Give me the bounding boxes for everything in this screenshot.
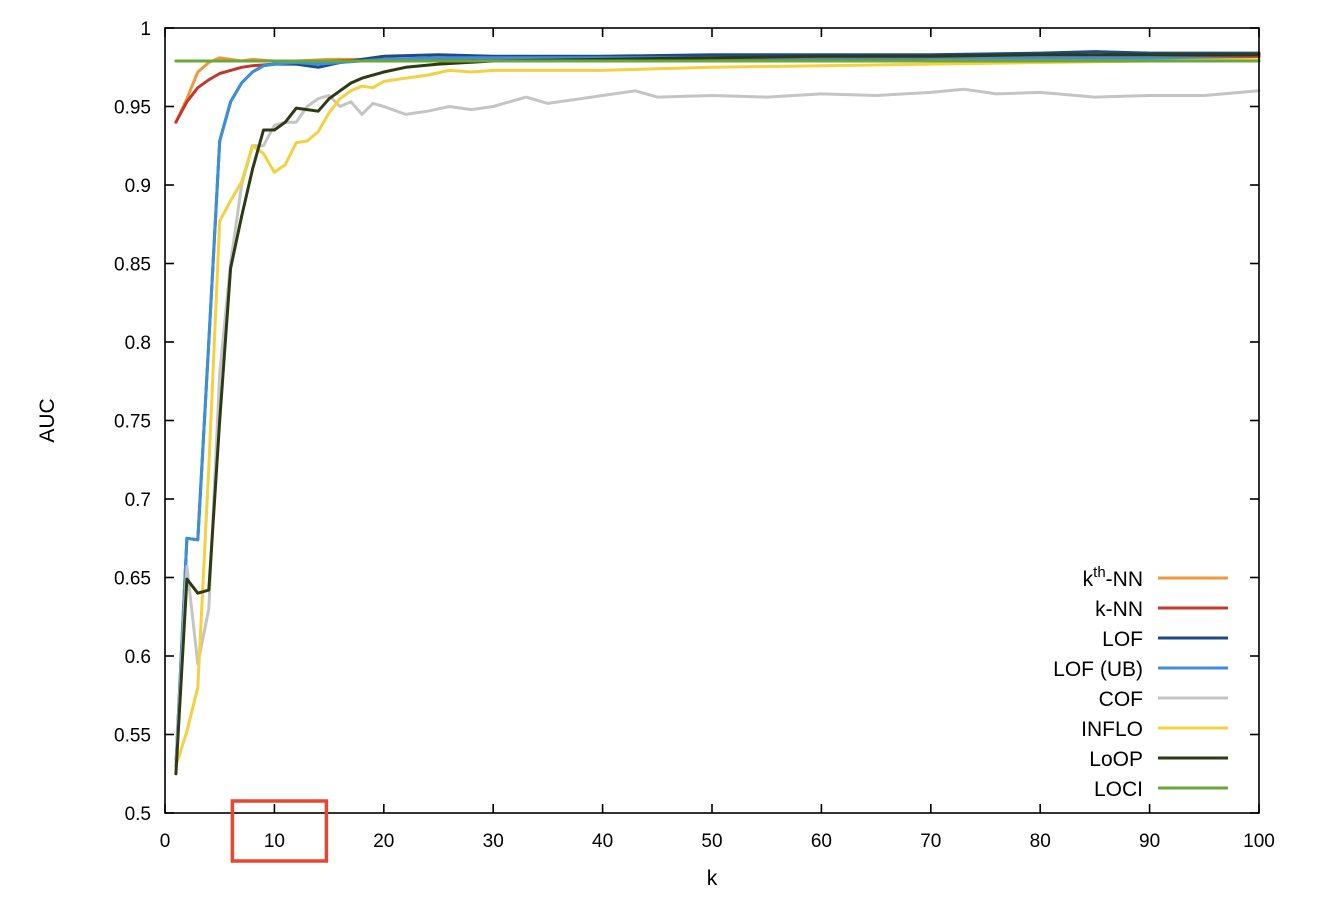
legend-label-lof-ub: LOF (UB) — [1053, 658, 1143, 681]
legend-label-kth-nn: kth-NN — [1083, 564, 1143, 591]
legend-label-loop: LoOP — [1089, 748, 1143, 771]
x-tick-label: 60 — [811, 831, 832, 852]
x-tick-label: 90 — [1139, 831, 1160, 852]
y-tick-label: 0.7 — [125, 490, 151, 511]
series-line-inflo — [174, 57, 1261, 768]
x-tick-label: 100 — [1243, 831, 1275, 852]
legend-label-inflo: INFLO — [1081, 718, 1143, 741]
x-tick-label: 0 — [160, 831, 171, 852]
x-tick-label: 40 — [592, 831, 613, 852]
legend-label-loci: LOCI — [1094, 778, 1143, 801]
axis-tick-labels: 0 10 20 30 40 50 60 70 80 90 100 0.5 0.55 0.6 0.65 0.7 0… — [114, 19, 1275, 852]
y-tick-label: 0.85 — [114, 255, 151, 276]
y-tick-label: 1 — [140, 19, 151, 40]
y-tick-label: 0.55 — [114, 726, 151, 747]
y-axis-label: AUC — [36, 398, 59, 442]
x-tick-label: 50 — [701, 831, 722, 852]
y-tick-label: 0.6 — [125, 647, 151, 668]
y-tick-label: 0.8 — [125, 333, 151, 354]
plot-frame — [164, 27, 1260, 814]
x-tick-label: 10 — [264, 831, 285, 852]
x-tick-label: 70 — [920, 831, 941, 852]
x-tick-label: 80 — [1030, 831, 1051, 852]
series-line-loop — [174, 53, 1261, 776]
legend-label-cof: COF — [1099, 688, 1143, 711]
axis-ticks — [164, 27, 1260, 814]
x-tick-label: 20 — [373, 831, 394, 852]
x-axis-label: k — [707, 867, 718, 890]
series-layer — [174, 50, 1261, 776]
legend-label-k-nn: k-NN — [1095, 598, 1143, 621]
y-tick-label: 0.75 — [114, 412, 151, 433]
y-tick-label: 0.65 — [114, 569, 151, 590]
series-line-lof-ub — [174, 56, 1261, 768]
y-tick-label: 0.9 — [125, 176, 151, 197]
y-tick-label: 0.5 — [125, 804, 151, 825]
legend: kth-NN k-NN LOF LOF (UB) COF INFLO LoOP LOCI — [1053, 564, 1228, 801]
legend-label-lof: LOF — [1102, 628, 1143, 651]
highlight-box-annotation — [230, 799, 329, 863]
y-tick-label: 0.95 — [114, 98, 151, 119]
x-tick-label: 30 — [483, 831, 504, 852]
